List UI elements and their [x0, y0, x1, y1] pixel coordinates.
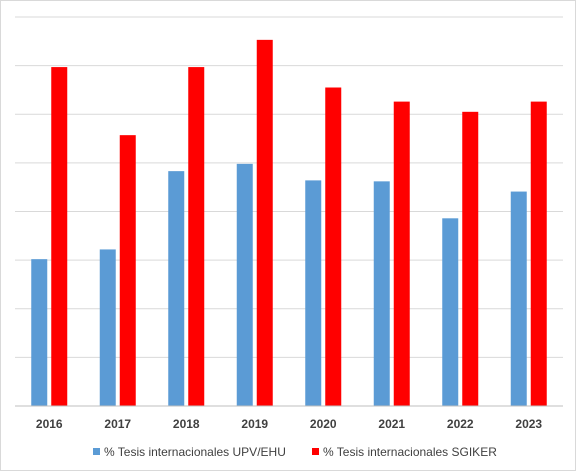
x-tick-label-2020: 2020	[310, 417, 337, 431]
bar-sgiker-2020	[325, 87, 342, 406]
bar-sgiker-2022	[462, 111, 479, 406]
bar-upv-ehu-2021	[373, 181, 390, 406]
x-tick-label-2021: 2021	[378, 417, 405, 431]
x-tick-label-2022: 2022	[447, 417, 474, 431]
legend-label-upv-ehu: % Tesis internacionales UPV/EHU	[104, 445, 286, 459]
bars	[31, 39, 547, 407]
gridlines	[15, 16, 563, 358]
x-tick-label-2019: 2019	[241, 417, 268, 431]
bar-sgiker-2021	[393, 101, 410, 407]
legend: % Tesis internacionales UPV/EHU % Tesis i…	[93, 445, 497, 459]
bar-upv-ehu-2023	[510, 191, 527, 406]
legend-label-sgiker: % Tesis internacionales SGIKER	[323, 445, 497, 459]
x-tick-label-2018: 2018	[173, 417, 200, 431]
bar-sgiker-2023	[530, 101, 547, 407]
bar-sgiker-2018	[188, 67, 205, 407]
bar-upv-ehu-2019	[236, 163, 253, 406]
bar-sgiker-2016	[51, 67, 68, 407]
x-tick-label-2023: 2023	[515, 417, 542, 431]
bar-upv-ehu-2017	[99, 249, 116, 406]
bar-upv-ehu-2020	[305, 180, 322, 406]
bar-upv-ehu-2018	[168, 171, 185, 406]
legend-swatch-sgiker	[312, 448, 319, 455]
x-tick-labels: 2016 2017 2018 2019 2020 2021 2022 2023	[36, 417, 543, 431]
bar-upv-ehu-2016	[31, 259, 48, 406]
bar-sgiker-2017	[119, 135, 136, 406]
legend-swatch-upv-ehu	[93, 448, 100, 455]
bar-upv-ehu-2022	[442, 218, 459, 406]
x-tick-label-2016: 2016	[36, 417, 63, 431]
bar-sgiker-2019	[256, 39, 273, 406]
x-tick-label-2017: 2017	[104, 417, 131, 431]
